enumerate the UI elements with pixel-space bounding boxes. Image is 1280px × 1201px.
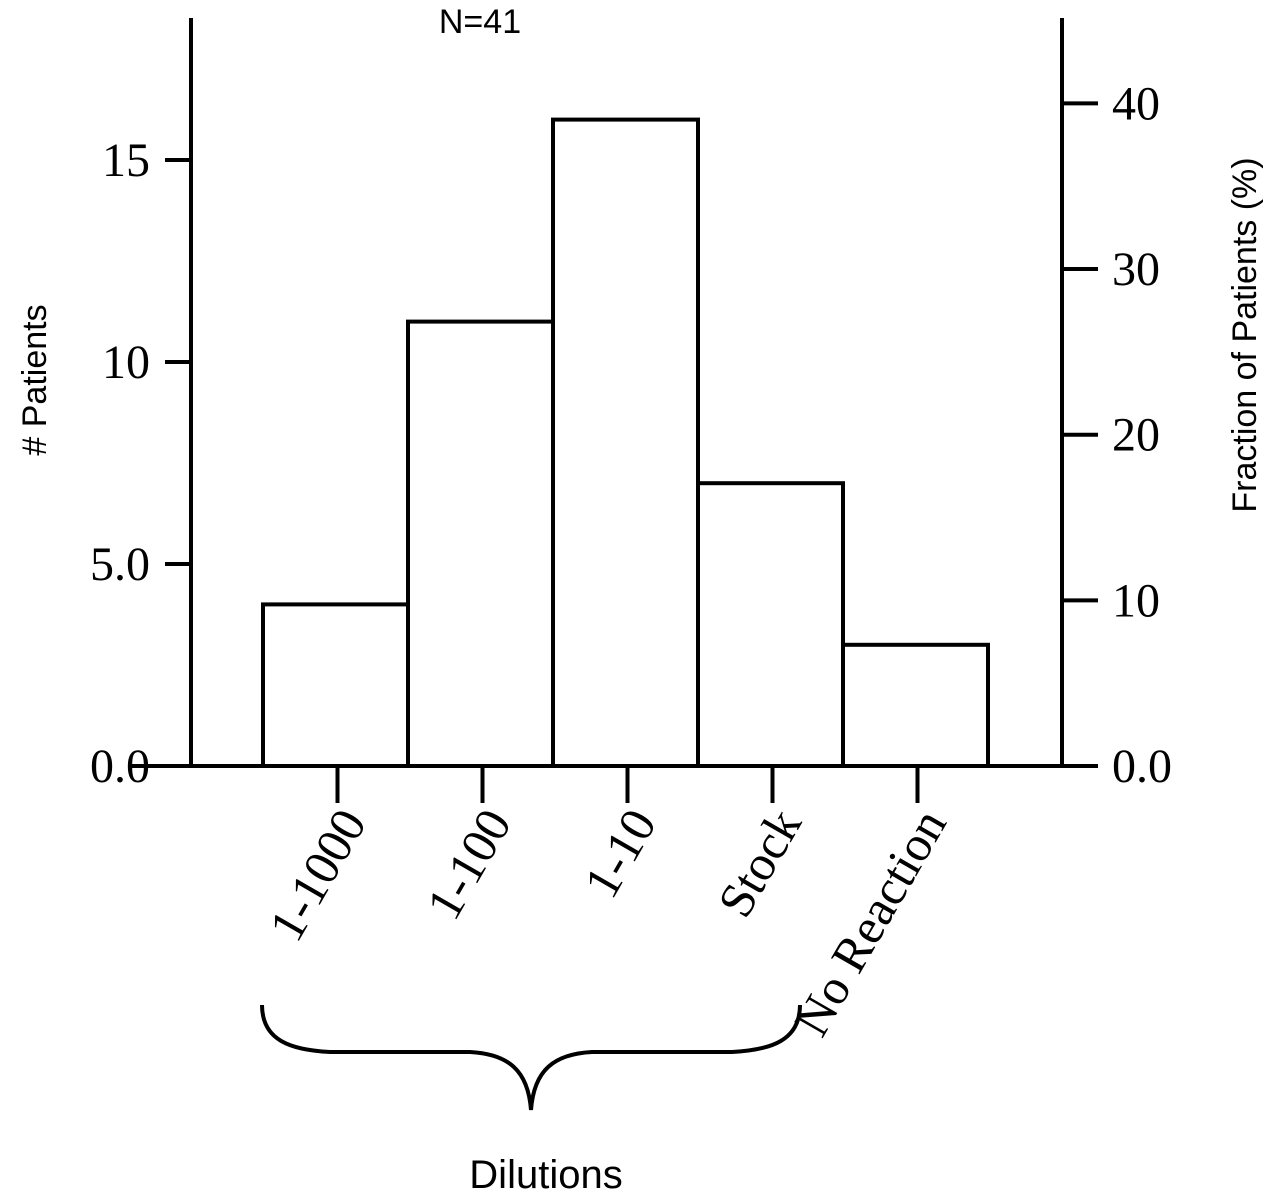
- right-y-tick-label: 10: [1112, 574, 1160, 627]
- x-tick-label-1-1000: 1-1000: [258, 800, 377, 951]
- dilutions-label: Dilutions: [469, 1153, 622, 1197]
- bars: [261, 117, 990, 769]
- right-y-ticks: 0.0 10 20 30 40: [1062, 77, 1172, 793]
- dilutions-brace: [260, 1004, 802, 1111]
- bar-1-10: [551, 117, 700, 769]
- x-tick-label-1-100: 1-100: [415, 800, 522, 929]
- left-y-tick-label: 5.0: [90, 538, 150, 591]
- bar-1-100: [406, 319, 555, 768]
- x-tick-label-stock: Stock: [707, 800, 812, 927]
- left-y-ticks: 0.0 5.0 10 15: [90, 134, 191, 793]
- left-y-axis-title: # Patients: [16, 304, 54, 455]
- right-y-tick-label: 0.0: [1112, 740, 1172, 793]
- left-y-tick-label: 10: [102, 336, 150, 389]
- x-tick-label-no-reaction: No Reaction: [783, 800, 957, 1046]
- bar-no-reaction: [841, 642, 990, 768]
- left-y-tick-label: 0.0: [90, 740, 150, 793]
- left-y-tick-label: 15: [102, 134, 150, 187]
- right-y-tick-label: 30: [1112, 243, 1160, 296]
- bar-stock: [696, 481, 845, 768]
- right-y-tick-label: 20: [1112, 409, 1160, 462]
- right-y-tick-label: 40: [1112, 77, 1160, 130]
- sample-size-annotation: N=41: [439, 3, 521, 41]
- right-y-axis-title: Fraction of Patients (%): [1226, 157, 1264, 512]
- x-tick-label-1-10: 1-10: [573, 800, 667, 907]
- bar-1-1000: [261, 602, 410, 769]
